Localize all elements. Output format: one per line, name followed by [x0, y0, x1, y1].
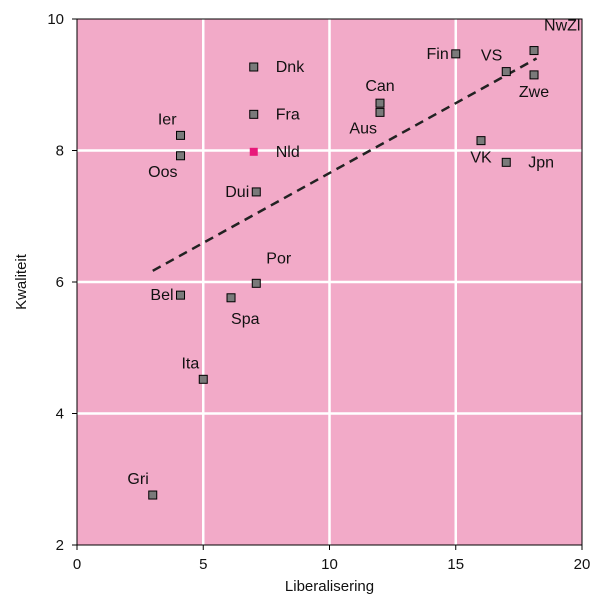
trend-line — [152, 57, 538, 272]
point-label-fin: Fin — [427, 46, 449, 63]
point-marker-bel — [176, 290, 186, 300]
x-axis-ticks: 0 5 10 15 20 — [73, 545, 591, 573]
point-marker-por — [251, 278, 261, 288]
point-marker-zwe — [529, 70, 539, 80]
point-label-gri: Gri — [127, 471, 148, 488]
point-label-ier: Ier — [158, 111, 177, 128]
y-tick-label: 8 — [56, 143, 64, 160]
point-label-zwe: Zwe — [519, 84, 549, 101]
point-marker-spa — [226, 293, 236, 303]
point-label-spa: Spa — [231, 311, 260, 328]
point-marker-vk — [476, 136, 486, 146]
y-tick-label: 6 — [56, 274, 64, 291]
point-label-dnk: Dnk — [276, 59, 305, 76]
point-label-fra: Fra — [276, 106, 300, 123]
point-label-oos: Oos — [148, 164, 177, 181]
point-label-nwzl: NwZl — [544, 18, 580, 35]
x-tick-label: 5 — [199, 556, 207, 573]
y-tick-label: 4 — [56, 406, 64, 423]
point-marker-oos — [176, 151, 186, 161]
point-label-por: Por — [266, 250, 292, 267]
point-label-vs: VS — [481, 48, 502, 65]
point-label-vk: VK — [470, 150, 492, 167]
point-marker-nld — [249, 147, 258, 156]
point-marker-fin — [451, 49, 461, 59]
x-axis-label: Liberalisering — [285, 578, 374, 595]
point-marker-fra — [249, 109, 259, 119]
point-label-bel: Bel — [150, 287, 173, 304]
point-label-can: Can — [365, 78, 394, 95]
y-tick-label: 10 — [47, 11, 64, 28]
x-tick-label: 15 — [447, 556, 464, 573]
y-tick-label: 2 — [56, 537, 64, 554]
point-label-jpn: Jpn — [528, 154, 554, 171]
point-marker-can — [375, 98, 385, 108]
point-marker-jpn — [501, 157, 511, 167]
point-marker-dnk — [249, 62, 259, 72]
grid-lines — [77, 19, 582, 545]
point-marker-ier — [176, 130, 186, 140]
y-axis-ticks: 2 4 6 8 10 — [47, 11, 77, 554]
point-label-aus: Aus — [349, 120, 377, 137]
point-label-ita: Ita — [181, 355, 199, 372]
x-tick-label: 0 — [73, 556, 81, 573]
x-tick-label: 20 — [574, 556, 591, 573]
x-tick-label: 10 — [321, 556, 338, 573]
point-marker-vs — [501, 67, 511, 77]
y-axis-label: Kwaliteit — [13, 253, 30, 310]
point-label-nld: Nld — [276, 144, 300, 161]
point-marker-aus — [375, 107, 385, 117]
point-marker-ita — [198, 374, 208, 384]
point-marker-dui — [251, 187, 261, 197]
data-points: Dnk Fra Nld Dui Por Spa Bel Ier Oos Ita Gri Can Aus F… — [127, 18, 580, 500]
point-marker-nwzl — [529, 46, 539, 56]
point-marker-gri — [148, 490, 158, 500]
point-label-dui: Dui — [225, 184, 249, 201]
